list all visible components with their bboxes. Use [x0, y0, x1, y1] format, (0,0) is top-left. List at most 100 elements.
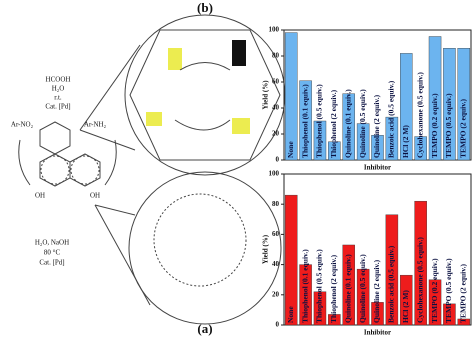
category-label: Benzoic acid (0.5 equiv.)	[387, 80, 396, 158]
category-label: TEMPO (2 equiv.)	[459, 264, 468, 323]
bar	[284, 32, 298, 161]
bar	[443, 48, 456, 161]
category-label: TEMPO (0.5 equiv.)	[444, 93, 453, 158]
category-label: Quinoline (2 equiv.)	[372, 94, 381, 158]
category-label: Thiophenol (2 equiv.)	[329, 89, 338, 158]
bar	[356, 268, 370, 326]
category-label: Cyclohexanone (0.5 equiv.)	[415, 72, 424, 158]
category-label: TEMPO (2 equiv.)	[459, 99, 468, 158]
y-tick-label: 0	[276, 156, 280, 164]
category-label: Cyclohexanone (0.5 equiv.)	[415, 237, 424, 323]
bar	[400, 53, 413, 161]
zoom-line	[94, 204, 151, 306]
scheme-text: r.t.	[54, 94, 62, 102]
y-tick-label: 100	[269, 26, 280, 34]
x-axis-label: Inhibitor	[364, 164, 391, 172]
category-label: TEMPO (0.2 equiv.)	[430, 258, 439, 323]
zoom-line	[94, 204, 136, 216]
category-label: Benzoic acid (0.5 equiv.)	[387, 245, 396, 323]
ring	[39, 121, 71, 155]
y-tick-label: 80	[272, 52, 280, 60]
scheme-text: Ar-NO₂	[11, 121, 34, 129]
category-label: Quinoline (0.5 equiv.)	[358, 89, 367, 158]
bar	[299, 80, 312, 161]
y-tick-label: 40	[272, 260, 280, 268]
arrows	[18, 139, 117, 186]
category-label: Thiophenol (0.5 equiv.)	[315, 249, 324, 323]
bar	[313, 120, 327, 161]
ring	[39, 153, 71, 187]
highlight	[232, 40, 246, 66]
bar	[284, 194, 298, 326]
ring	[69, 153, 101, 187]
bar	[356, 123, 370, 161]
scheme-text: H₂O, NaOH	[35, 239, 69, 247]
category-label: None	[286, 306, 295, 323]
scheme-text: 80 °C	[44, 249, 61, 257]
bar	[385, 116, 399, 161]
panel-label: (a)	[197, 321, 212, 336]
bar	[443, 303, 456, 326]
y-tick-label: 60	[272, 230, 280, 238]
y-tick-label: 0	[276, 321, 280, 329]
scheme-text: Cat. [Pd]	[45, 103, 70, 111]
bar	[371, 302, 384, 326]
zoom-line	[79, 44, 141, 131]
bar	[457, 48, 471, 161]
y-tick-label: 100	[269, 170, 280, 178]
zoom-line	[79, 129, 136, 151]
category-label: Quinoline (0.1 equiv.)	[343, 89, 352, 158]
x-axis-label: Inhibitor	[364, 329, 391, 337]
y-tick-label: 20	[272, 130, 280, 138]
category-label: Thiophenol (2 equiv.)	[329, 254, 338, 323]
scheme-text: Ar-NH₂	[84, 121, 107, 129]
bar	[342, 244, 355, 326]
highlight	[232, 118, 250, 134]
scheme-text: Cat. [Pd]	[39, 259, 64, 267]
bar	[414, 200, 427, 326]
bar	[313, 291, 327, 326]
scheme-text: OH	[35, 192, 45, 200]
y-tick-label: 60	[272, 78, 280, 86]
reaction-scheme	[18, 14, 286, 325]
y-tick-label: 20	[272, 290, 280, 298]
bar	[342, 93, 355, 161]
zoom-circle-bottom	[128, 171, 282, 325]
y-tick-label: 80	[272, 200, 280, 208]
category-label: TEMPO (0.5 equiv.)	[444, 258, 453, 323]
bar	[457, 318, 471, 326]
bar	[299, 264, 312, 326]
scheme-text: HCOOH	[46, 76, 71, 84]
bar	[428, 36, 442, 161]
category-label: Quinoline (0.5 equiv.)	[358, 254, 367, 323]
arrows	[174, 62, 231, 131]
category-label: Quinoline (2 equiv.)	[372, 259, 381, 323]
hexagon	[129, 29, 281, 161]
panel-label: (b)	[197, 0, 213, 15]
y-tick-label: 40	[272, 104, 280, 112]
y-axis-label: Yield (%)	[262, 80, 270, 110]
category-label: TEMPO (0.2 equiv.)	[430, 93, 439, 158]
ring-mark	[40, 155, 70, 185]
bar	[428, 279, 442, 326]
y-axis-label: Yield (%)	[262, 234, 270, 264]
ring-mark	[70, 155, 100, 185]
category-label: Quinoline (0.1 equiv.)	[343, 254, 352, 323]
category-label: Thiophenol (0.1 equiv.)	[300, 84, 309, 158]
bar	[414, 136, 427, 161]
highlight	[146, 112, 162, 126]
bar	[371, 135, 384, 161]
catalytic-cycle	[153, 193, 247, 287]
bar	[400, 274, 413, 326]
category-label: Thiophenol (0.1 equiv.)	[300, 249, 309, 323]
category-label: Thiophenol (0.5 equiv.)	[315, 84, 324, 158]
category-label: None	[286, 141, 295, 158]
category-label: HCl (2 M)	[401, 125, 410, 158]
bar	[385, 214, 399, 326]
scheme-text: H₂O	[52, 85, 65, 93]
highlight	[168, 48, 182, 70]
bar	[328, 314, 341, 326]
scheme-text: OH	[90, 192, 100, 200]
category-label: HCl (2 M)	[401, 290, 410, 323]
